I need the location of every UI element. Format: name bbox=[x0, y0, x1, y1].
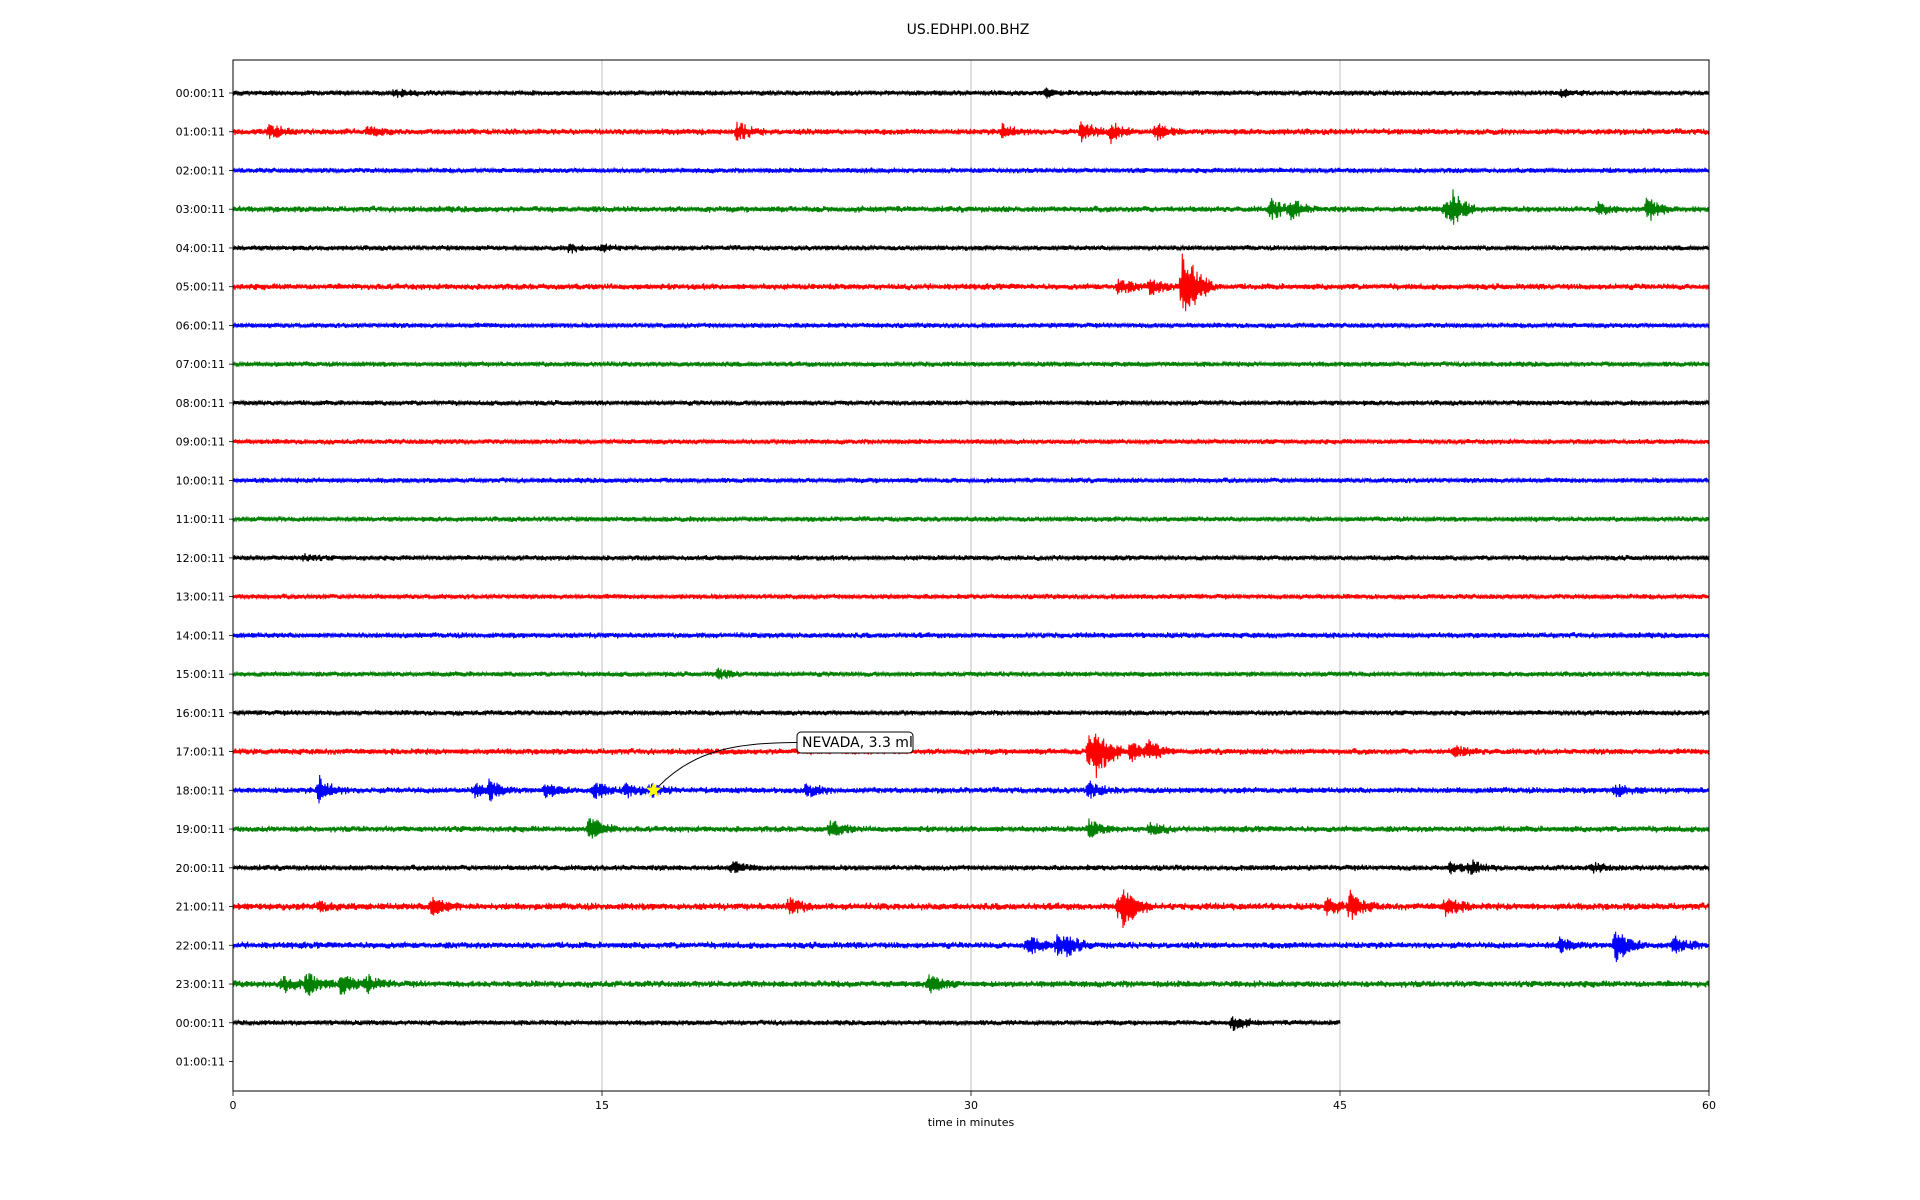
x-tick-label: 30 bbox=[964, 1099, 978, 1112]
trace-line bbox=[232, 818, 1710, 839]
y-tick-label: 19:00:11 bbox=[176, 823, 225, 836]
x-axis-label: time in minutes bbox=[928, 1116, 1015, 1129]
annotation-arrow bbox=[658, 742, 798, 787]
x-tick-label: 60 bbox=[1702, 1099, 1716, 1112]
annotation-label: NEVADA, 3.3 ml bbox=[802, 735, 913, 751]
trace-line bbox=[232, 515, 1710, 524]
trace-line bbox=[232, 631, 1710, 640]
trace-line bbox=[232, 189, 1710, 225]
y-tick-label: 06:00:11 bbox=[176, 319, 225, 332]
x-tick-label: 45 bbox=[1333, 1099, 1347, 1112]
y-tick-label: 09:00:11 bbox=[176, 436, 225, 449]
trace-line bbox=[232, 121, 1710, 145]
y-tick-label: 00:00:11 bbox=[176, 87, 225, 100]
y-tick-label: 15:00:11 bbox=[176, 668, 225, 681]
y-tick-label: 17:00:11 bbox=[176, 746, 225, 759]
plot-frame bbox=[232, 59, 1710, 1092]
trace-line bbox=[232, 973, 1710, 996]
trace-line bbox=[232, 774, 1710, 804]
trace-line bbox=[232, 243, 1710, 254]
seismic-traces bbox=[232, 87, 1710, 1032]
trace-line bbox=[232, 708, 1710, 717]
x-tick-label: 15 bbox=[595, 1099, 609, 1112]
trace-line bbox=[232, 360, 1710, 369]
y-tick-label: 14:00:11 bbox=[176, 629, 225, 642]
trace-line bbox=[232, 476, 1710, 485]
trace-line bbox=[232, 253, 1710, 312]
x-tick-label: 0 bbox=[230, 1099, 237, 1112]
y-tick-label: 21:00:11 bbox=[176, 901, 225, 914]
trace-line bbox=[232, 399, 1710, 407]
trace-line bbox=[232, 859, 1710, 875]
chart-title: US.EDHPI.00.BHZ bbox=[907, 22, 1030, 38]
trace-line bbox=[232, 166, 1710, 175]
y-axis-labels: 00:00:11 01:00:11 02:00:11 03:00:11 04:00:11… bbox=[176, 87, 233, 1069]
y-tick-label: 02:00:11 bbox=[176, 164, 225, 177]
x-axis-ticks: 0 15 30 45 60 bbox=[230, 1091, 1716, 1112]
y-tick-label: 01:00:11 bbox=[176, 126, 225, 139]
y-tick-label: 16:00:11 bbox=[176, 707, 225, 720]
trace-line bbox=[232, 87, 1710, 99]
event-annotation: NEVADA, 3.3 ml bbox=[645, 731, 914, 798]
y-tick-label: 12:00:11 bbox=[176, 552, 225, 565]
y-tick-label: 00:00:11 bbox=[176, 1017, 225, 1030]
trace-line bbox=[232, 931, 1710, 963]
trace-line bbox=[232, 1016, 1341, 1032]
grid-lines bbox=[601, 60, 1341, 1091]
trace-line bbox=[232, 592, 1710, 601]
trace-line bbox=[232, 321, 1710, 330]
annotation-box bbox=[796, 731, 914, 754]
y-tick-label: 01:00:11 bbox=[176, 1056, 225, 1069]
y-tick-label: 22:00:11 bbox=[176, 939, 225, 952]
y-tick-label: 10:00:11 bbox=[176, 474, 225, 487]
trace-line bbox=[232, 889, 1710, 928]
y-tick-label: 18:00:11 bbox=[176, 784, 225, 797]
trace-line bbox=[232, 553, 1710, 562]
y-tick-label: 07:00:11 bbox=[176, 358, 225, 371]
y-tick-label: 11:00:11 bbox=[176, 513, 225, 526]
event-star-marker bbox=[645, 781, 662, 798]
y-tick-label: 08:00:11 bbox=[176, 397, 225, 410]
y-tick-label: 05:00:11 bbox=[176, 281, 225, 294]
trace-line bbox=[232, 437, 1710, 446]
y-tick-label: 13:00:11 bbox=[176, 591, 225, 604]
y-tick-label: 03:00:11 bbox=[176, 203, 225, 216]
y-tick-label: 23:00:11 bbox=[176, 978, 225, 991]
trace-line bbox=[232, 667, 1710, 680]
y-tick-label: 04:00:11 bbox=[176, 242, 225, 255]
y-tick-label: 20:00:11 bbox=[176, 862, 225, 875]
trace-line bbox=[232, 733, 1710, 779]
